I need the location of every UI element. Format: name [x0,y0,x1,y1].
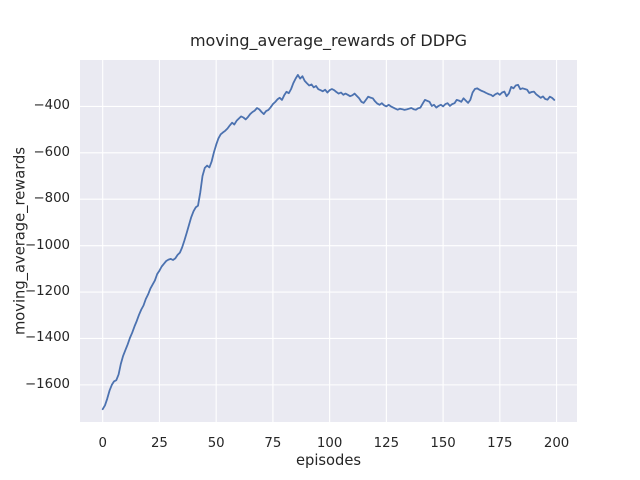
x-tick-label: 175 [487,436,513,451]
x-axis-label: episodes [295,452,362,469]
x-tick-label: 25 [150,436,168,451]
x-tick-label: 200 [543,436,570,451]
y-tick-label: −1000 [25,237,70,253]
y-tick-label: −1600 [25,376,70,392]
y-tick-label: −1200 [25,284,70,300]
x-tick-label: 125 [373,436,400,451]
y-tick-label: −800 [33,191,70,207]
plot-background [80,60,577,422]
x-tick-label: 75 [264,436,282,451]
reward-line [101,74,556,411]
x-tick-label: 0 [98,436,107,451]
x-tick-label: 100 [316,436,343,451]
y-tick-label: −600 [33,144,70,160]
y-tick-label: −400 [33,98,70,114]
chart-title: moving_average_rewards of DDPG [189,31,468,50]
x-tick-label: 150 [430,436,456,451]
x-tick-label: 50 [207,436,225,451]
y-tick-label: −1400 [25,330,70,346]
